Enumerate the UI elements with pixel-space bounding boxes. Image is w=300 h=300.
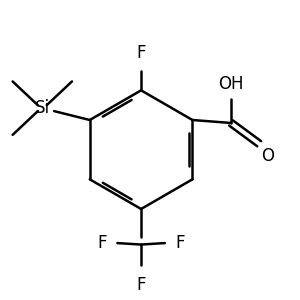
Text: F: F xyxy=(136,276,146,294)
Text: OH: OH xyxy=(218,75,244,93)
Text: Si: Si xyxy=(35,99,50,117)
Text: O: O xyxy=(261,147,274,165)
Text: F: F xyxy=(175,234,185,252)
Text: F: F xyxy=(136,44,146,62)
Text: F: F xyxy=(98,234,107,252)
